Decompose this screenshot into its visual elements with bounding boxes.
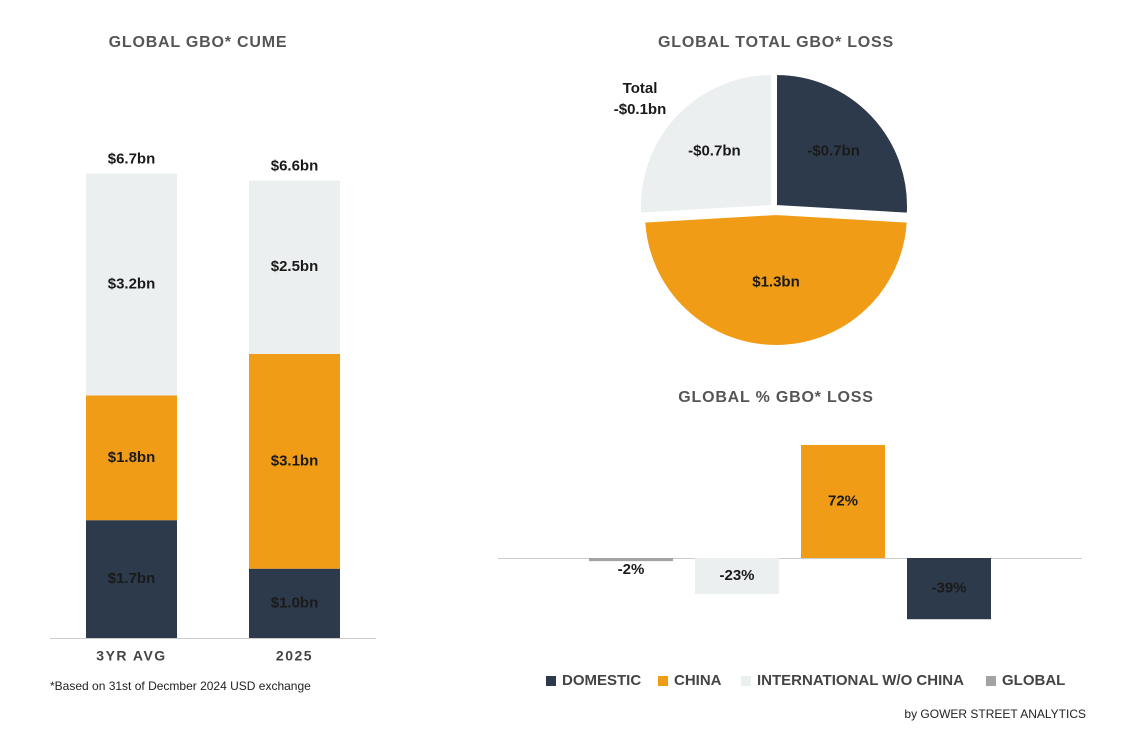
- chart-title: GLOBAL % GBO* LOSS: [678, 389, 873, 406]
- bar-segment: [249, 180, 340, 354]
- bar-segment: [86, 173, 177, 396]
- annotation: -$0.1bn: [614, 101, 667, 118]
- legend-swatch: [986, 676, 996, 686]
- bar: [695, 558, 779, 595]
- legend-label: GLOBAL: [1002, 672, 1065, 689]
- chart-title: GLOBAL GBO* CUME: [109, 34, 288, 51]
- x-tick-label: 3YR AVG: [96, 648, 166, 664]
- bar-segment: [86, 520, 177, 638]
- data-label: -$0.7bn: [688, 143, 741, 160]
- legend-swatch: [741, 676, 751, 686]
- legend-label: CHINA: [674, 672, 722, 689]
- data-label: $1.3bn: [752, 274, 800, 291]
- bar: [907, 558, 991, 620]
- bar: [801, 444, 885, 558]
- data-label: $3.2bn: [108, 276, 156, 293]
- legend-label: INTERNATIONAL W/O CHINA: [757, 672, 964, 689]
- data-label: $3.1bn: [271, 452, 319, 469]
- pie-slice: [643, 212, 909, 348]
- data-label: $1.7bn: [108, 570, 156, 587]
- data-label: 72%: [828, 492, 858, 509]
- x-tick-label: 2025: [276, 648, 313, 664]
- bar-segment: [86, 395, 177, 521]
- total-label: $6.6bn: [271, 158, 319, 175]
- legend-swatch: [546, 676, 556, 686]
- chart-title: GLOBAL TOTAL GBO* LOSS: [658, 34, 894, 51]
- total-label: $6.7bn: [108, 151, 156, 168]
- data-label: $1.0bn: [271, 594, 319, 611]
- bar: [589, 558, 673, 562]
- annotation: Total: [623, 80, 658, 97]
- data-label: -23%: [719, 567, 754, 584]
- pie-slice: [775, 72, 909, 215]
- footnote: *Based on 31st of Decmber 2024 USD excha…: [50, 679, 311, 693]
- bar-segment: [249, 568, 340, 638]
- source: by GOWER STREET ANALYTICS: [904, 707, 1086, 721]
- bar-segment: [249, 353, 340, 569]
- pie-slice: [639, 72, 773, 215]
- data-label: -2%: [618, 561, 645, 578]
- legend-swatch: [658, 676, 668, 686]
- data-label: -39%: [931, 580, 966, 597]
- data-label: -$0.7bn: [807, 143, 860, 160]
- legend-label: DOMESTIC: [562, 672, 641, 689]
- data-label: $1.8bn: [108, 449, 156, 466]
- data-label: $2.5bn: [271, 258, 319, 275]
